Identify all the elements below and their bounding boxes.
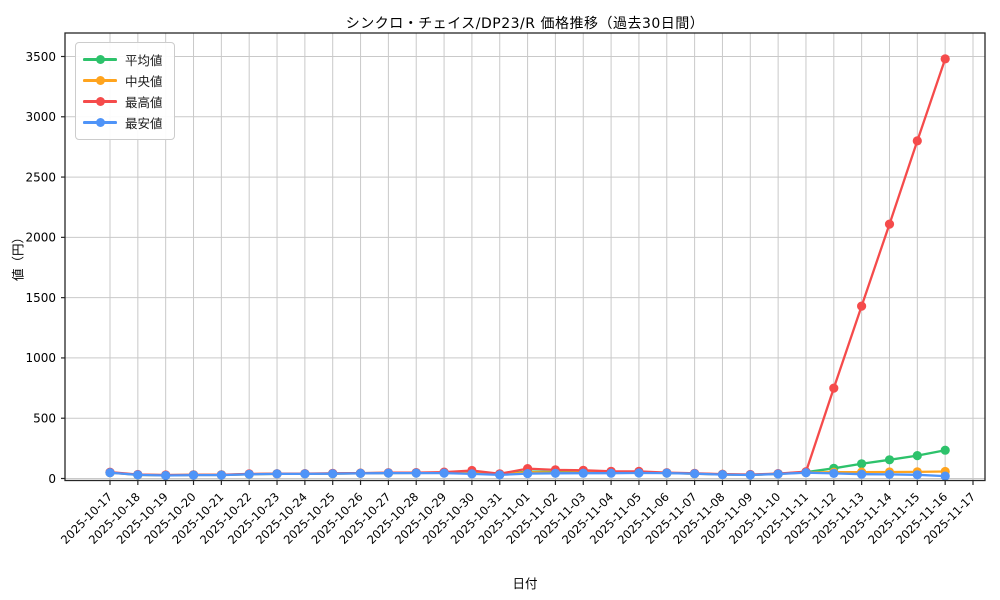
y-tick-label: 2500 (25, 170, 56, 184)
plot-border (64, 32, 986, 482)
data-point (606, 468, 616, 478)
y-tick-label: 2000 (25, 231, 56, 245)
y-tick-label: 500 (33, 412, 56, 426)
data-point (495, 470, 505, 480)
legend-marker-median-icon (83, 76, 117, 86)
series-min (105, 468, 950, 481)
data-point (328, 469, 338, 479)
legend-label-median: 中央値 (125, 74, 163, 89)
x-axis-label: 日付 (512, 576, 538, 591)
grid-lines (65, 33, 985, 481)
legend-item-min: 最安値 (83, 112, 166, 133)
legend-marker-max-icon (83, 97, 117, 107)
data-point (912, 470, 922, 480)
legend-marker-min-icon (83, 118, 117, 128)
data-point (884, 469, 895, 479)
data-point (355, 468, 366, 478)
data-point (857, 469, 867, 479)
axis-ticks: 05001000150020002500300035002025-10-1720… (25, 50, 978, 547)
data-point (216, 470, 226, 480)
data-point (383, 468, 393, 478)
data-point (244, 469, 254, 479)
data-point (717, 470, 728, 480)
data-point (523, 469, 533, 479)
data-point (884, 455, 895, 465)
legend: 平均値 中央値 最高値 最安値 (75, 42, 175, 140)
legend-item-max: 最高値 (83, 91, 166, 112)
data-point (940, 54, 950, 64)
legend-label-min: 最安値 (125, 116, 163, 131)
data-point (857, 301, 867, 311)
legend-label-max: 最高値 (125, 95, 163, 110)
data-point (773, 469, 783, 479)
data-point (884, 219, 895, 229)
data-point (940, 445, 950, 455)
legend-label-average: 平均値 (125, 53, 163, 68)
y-axis-label-text: 値（円） (10, 230, 26, 282)
y-tick-label: 1000 (25, 351, 56, 365)
data-point (940, 471, 950, 481)
data-point (745, 470, 755, 480)
data-point (634, 468, 644, 478)
data-point (550, 468, 561, 478)
legend-item-average: 平均値 (83, 49, 166, 70)
data-point (690, 469, 700, 479)
y-tick-label: 1500 (25, 291, 56, 305)
y-tick-label: 3500 (25, 50, 56, 64)
data-point (300, 469, 310, 479)
legend-item-median: 中央値 (83, 70, 166, 91)
data-point (662, 468, 672, 478)
data-point (411, 468, 421, 478)
data-point (467, 469, 477, 479)
data-point (801, 468, 811, 478)
data-point (829, 383, 839, 393)
data-point (272, 469, 282, 479)
data-point (912, 451, 922, 461)
data-point (829, 468, 839, 478)
chart-title: シンクロ・チェイス/DP23/R 価格推移（過去30日間） (345, 16, 705, 32)
data-point (857, 459, 867, 469)
data-point (161, 470, 171, 481)
data-point (188, 470, 199, 480)
data-point (133, 470, 143, 480)
data-point (439, 468, 449, 478)
data-point (912, 136, 922, 146)
y-tick-label: 3000 (25, 110, 56, 124)
data-point (105, 468, 115, 478)
legend-marker-average-icon (83, 55, 117, 65)
y-tick-label: 0 (48, 472, 56, 486)
data-point (578, 468, 588, 478)
